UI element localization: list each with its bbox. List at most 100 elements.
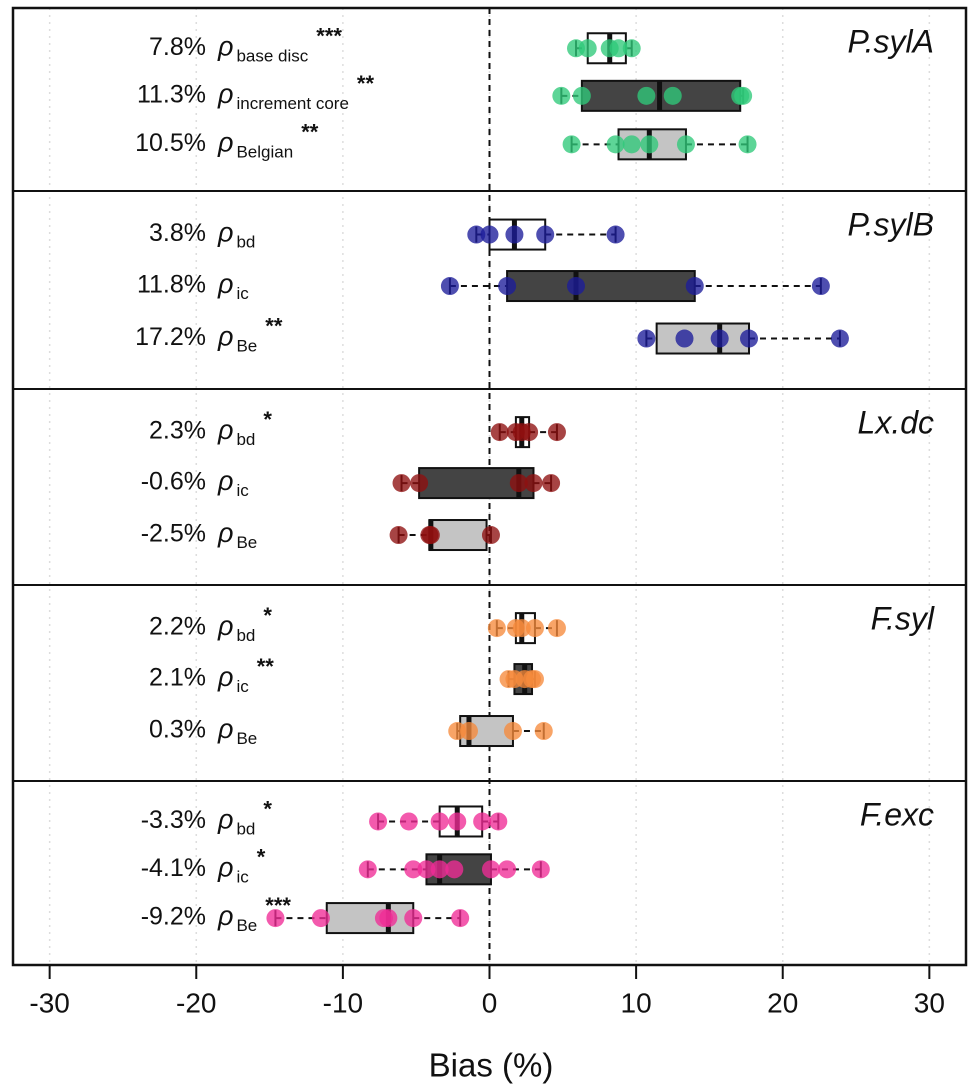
density-symbol: ρ (217, 322, 233, 352)
group-name: P.sylB (847, 206, 934, 242)
density-subscript: bd (236, 431, 255, 450)
density-label: ρ Be (217, 714, 257, 748)
box (655, 322, 751, 355)
density-label: ρ bd (217, 218, 255, 252)
density-subscript: increment core (236, 94, 348, 113)
significance-stars: ** (265, 313, 283, 338)
density-label: ρ increment core ** (217, 71, 374, 114)
data-point (392, 474, 411, 493)
density-label: ρ bd * (217, 796, 272, 839)
data-point (448, 812, 467, 831)
x-tick-label: -10 (323, 987, 363, 1018)
data-point (311, 909, 330, 928)
density-symbol: ρ (217, 269, 233, 299)
data-point (440, 277, 459, 296)
data-point (562, 135, 581, 154)
percent-label: -9.2% (141, 903, 206, 931)
density-subscript: bd (236, 627, 255, 646)
data-point (520, 423, 539, 442)
data-point (525, 619, 544, 638)
significance-stars: * (263, 603, 272, 628)
x-tick-label: -30 (29, 987, 69, 1018)
percent-label: 2.1% (149, 664, 206, 692)
density-label: ρ base disc *** (217, 23, 342, 66)
data-point (552, 86, 571, 105)
data-point (542, 474, 561, 493)
density-symbol: ρ (217, 805, 233, 835)
data-point (430, 860, 449, 879)
density-symbol: ρ (217, 218, 233, 248)
data-point (369, 812, 388, 831)
group-name: Lx.dc (858, 404, 934, 440)
data-point (525, 670, 544, 689)
density-label: ρ bd * (217, 407, 272, 450)
box (325, 902, 415, 935)
data-point (536, 225, 555, 244)
data-point (481, 860, 500, 879)
data-point (266, 909, 285, 928)
x-tick-label: 30 (914, 987, 945, 1018)
group-name: F.exc (860, 796, 934, 832)
x-axis-label: Bias (%) (429, 1047, 554, 1084)
density-symbol: ρ (217, 31, 233, 61)
data-point (404, 860, 423, 879)
x-tick-label: 10 (621, 987, 652, 1018)
data-point (481, 526, 500, 545)
data-point (738, 135, 757, 154)
density-symbol: ρ (217, 714, 233, 744)
significance-stars: * (257, 844, 266, 869)
data-point (622, 135, 641, 154)
significance-stars: * (263, 796, 272, 821)
density-label: ρ ic * (217, 844, 266, 887)
data-point (547, 619, 566, 638)
percent-label: 7.8% (149, 33, 206, 61)
density-subscript: ic (236, 285, 249, 304)
percent-label: 0.3% (149, 716, 206, 744)
density-subscript: Belgian (236, 143, 293, 162)
density-label: ρ Be ** (217, 313, 283, 356)
density-symbol: ρ (217, 662, 233, 692)
data-point (578, 39, 597, 58)
density-label: ρ Be (217, 518, 257, 552)
box (506, 270, 696, 303)
significance-stars: *** (316, 23, 342, 48)
data-point (503, 722, 522, 741)
density-subscript: Be (236, 534, 257, 553)
data-point (445, 860, 464, 879)
percent-label: 2.3% (149, 417, 206, 445)
data-point (473, 812, 492, 831)
x-tick-label: 20 (767, 987, 798, 1018)
data-point (379, 909, 398, 928)
data-point (531, 860, 550, 879)
percent-label: 10.5% (135, 129, 206, 157)
data-point (430, 812, 449, 831)
density-subscript: ic (236, 482, 249, 501)
data-point (358, 860, 377, 879)
density-subscript: Be (236, 337, 257, 356)
data-point (534, 722, 553, 741)
data-point (404, 909, 423, 928)
data-point (622, 39, 641, 58)
density-label: ρ ic ** (217, 654, 274, 697)
percent-label: -2.5% (141, 520, 206, 548)
percent-label: -3.3% (141, 806, 206, 834)
data-point (451, 909, 470, 928)
density-symbol: ρ (217, 415, 233, 445)
data-point (512, 619, 531, 638)
data-point (640, 135, 659, 154)
data-point (572, 86, 591, 105)
significance-stars: ** (357, 71, 375, 96)
data-point (663, 86, 682, 105)
data-point (637, 329, 656, 348)
density-label: ρ bd * (217, 603, 272, 646)
density-symbol: ρ (217, 518, 233, 548)
data-point (389, 526, 408, 545)
density-label: ρ ic (217, 466, 249, 500)
density-subscript: bd (236, 820, 255, 839)
data-point (676, 135, 695, 154)
density-subscript: Be (236, 917, 257, 936)
data-point (524, 474, 543, 493)
percent-label: -4.1% (141, 854, 206, 882)
density-subscript: Be (236, 730, 257, 749)
